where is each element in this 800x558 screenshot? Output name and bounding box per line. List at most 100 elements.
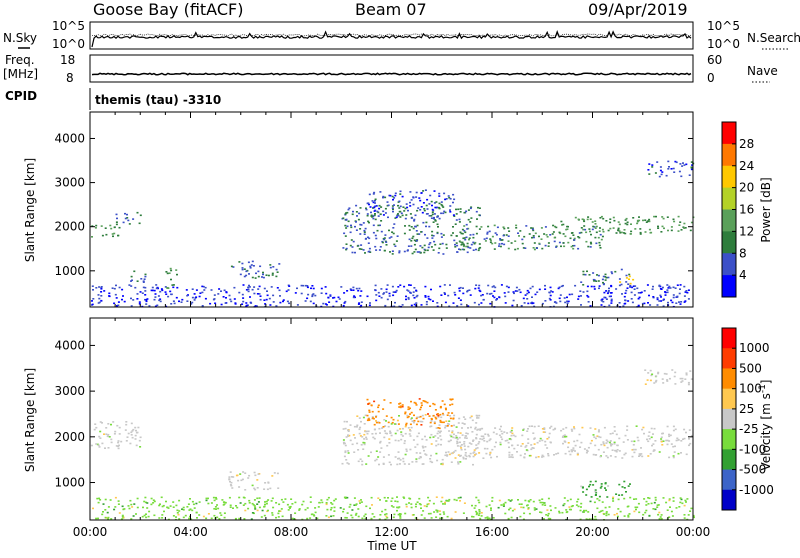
data-point <box>350 224 352 227</box>
data-point <box>464 238 467 241</box>
data-point <box>540 227 543 229</box>
data-point <box>310 287 312 290</box>
data-point <box>345 243 348 245</box>
data-point <box>471 431 474 433</box>
data-point <box>597 274 600 277</box>
data-point <box>525 449 528 451</box>
data-point <box>377 224 380 227</box>
data-point <box>446 500 449 502</box>
data-point <box>532 432 535 434</box>
data-point <box>413 287 416 289</box>
data-point <box>113 508 116 511</box>
data-point <box>547 514 549 517</box>
data-point <box>478 289 481 292</box>
data-point <box>223 503 226 505</box>
data-point <box>320 287 323 290</box>
data-point <box>623 453 626 456</box>
data-point <box>518 503 521 505</box>
data-point <box>500 504 503 506</box>
data-point <box>544 284 546 287</box>
cpid-value: themis (tau) -3310 <box>95 93 221 107</box>
data-point <box>422 190 425 192</box>
data-point <box>420 424 423 426</box>
data-point <box>367 242 370 244</box>
data-point <box>271 274 274 276</box>
data-point <box>638 296 641 299</box>
data-point <box>435 427 438 429</box>
data-point <box>391 205 394 207</box>
data-point <box>105 233 108 236</box>
data-point <box>348 207 351 209</box>
data-point <box>629 483 631 485</box>
data-point <box>514 435 517 438</box>
data-point <box>513 508 516 511</box>
data-point <box>660 296 662 298</box>
data-point <box>349 439 352 442</box>
data-point <box>548 432 551 435</box>
data-point <box>265 500 268 503</box>
colorbar-tick-label: 28 <box>739 137 754 151</box>
data-point <box>253 487 256 490</box>
data-point <box>144 294 147 296</box>
data-point <box>253 286 256 288</box>
data-point <box>359 426 362 429</box>
data-point <box>331 503 334 505</box>
data-point <box>339 507 342 509</box>
data-point <box>275 275 278 278</box>
data-point <box>640 291 643 294</box>
data-point <box>401 214 404 217</box>
data-point <box>212 496 215 499</box>
data-point <box>523 302 526 304</box>
data-point <box>493 290 496 292</box>
data-point <box>408 238 411 241</box>
data-point <box>672 445 675 448</box>
data-point <box>478 509 481 511</box>
data-point <box>343 496 346 499</box>
data-point <box>384 508 387 511</box>
data-point <box>638 511 641 514</box>
data-point <box>432 235 435 237</box>
data-point <box>473 507 476 509</box>
data-point <box>602 230 605 233</box>
data-point <box>658 451 661 453</box>
data-point <box>393 423 396 425</box>
data-point <box>515 227 518 229</box>
colorbar-tick-label: -100 <box>739 442 766 456</box>
data-point <box>320 292 323 294</box>
data-point <box>475 422 478 424</box>
data-point <box>276 271 279 273</box>
data-point <box>610 271 613 273</box>
data-point <box>675 507 678 509</box>
data-point <box>485 505 488 508</box>
data-point <box>382 214 385 216</box>
data-point <box>489 302 492 305</box>
data-point <box>684 378 687 380</box>
data-point <box>605 455 608 457</box>
data-point <box>589 480 592 483</box>
data-point <box>628 273 631 276</box>
data-point <box>210 289 213 291</box>
data-point <box>241 267 244 269</box>
data-point <box>430 517 433 519</box>
data-point <box>524 294 527 296</box>
data-point <box>332 515 335 517</box>
data-point <box>347 430 350 432</box>
data-point <box>432 249 435 251</box>
data-point <box>403 440 406 442</box>
data-point <box>635 498 638 500</box>
data-point <box>347 434 349 436</box>
data-point <box>579 290 582 292</box>
data-point <box>404 432 407 435</box>
data-point <box>629 286 632 288</box>
data-point <box>650 436 653 439</box>
data-point <box>623 515 626 517</box>
data-point <box>358 302 361 304</box>
data-point <box>473 242 476 245</box>
data-point <box>213 499 216 502</box>
data-point <box>662 305 665 307</box>
data-point <box>285 290 288 293</box>
data-point <box>544 288 547 290</box>
data-point <box>477 499 480 502</box>
data-point <box>203 289 206 291</box>
data-point <box>414 225 417 228</box>
